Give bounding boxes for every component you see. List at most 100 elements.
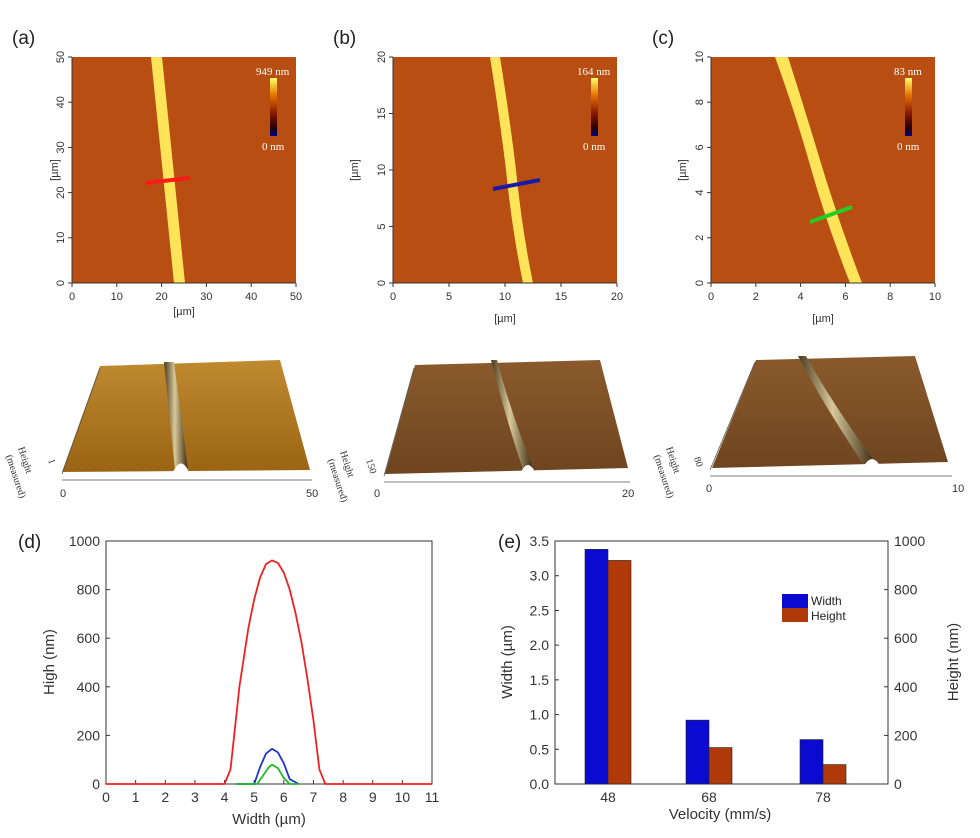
y-tick-label-e: 1.0 bbox=[530, 707, 550, 723]
scale-max-b: 164 nm bbox=[577, 66, 611, 78]
y-right-tick-label-e: 0 bbox=[894, 776, 902, 792]
bar-height-78 bbox=[822, 764, 847, 785]
surface-3d-a: 0 50 Height (measured) 1 bbox=[3, 360, 318, 500]
y-tick-label-b: 20 bbox=[376, 51, 388, 63]
chart-e: (e) 0.0 0.5 1.0 1.5 2.0 2.5 3.0 3.5 0 200 400 600 80… bbox=[498, 532, 962, 823]
x-tick-label-a: 0 bbox=[69, 291, 75, 303]
x-tick-label-d: 1 bbox=[132, 789, 140, 805]
fiber-line-b bbox=[490, 57, 533, 283]
y-tick-label-a: 30 bbox=[55, 141, 67, 153]
y-tick-label-e: 3.0 bbox=[530, 568, 550, 584]
x-tick-label-a: 10 bbox=[111, 291, 123, 303]
x-tick-label-a: 20 bbox=[155, 291, 167, 303]
y-tick-label-c: 6 bbox=[694, 144, 706, 150]
x-tick-label-d: 10 bbox=[395, 789, 411, 805]
side-axis-3d-b bbox=[383, 367, 415, 477]
bars-e bbox=[584, 549, 847, 785]
surface-3d-b: 0 20 Height (measured) 150 bbox=[325, 360, 634, 504]
y-tick-label-a: 40 bbox=[55, 96, 67, 108]
legend-label-height: Height bbox=[811, 609, 846, 623]
bar-height-68 bbox=[708, 747, 733, 785]
scale-min-c: 0 nm bbox=[897, 141, 920, 153]
ridge-3d-a bbox=[164, 362, 188, 470]
y-tick-label-e: 1.5 bbox=[530, 672, 550, 688]
side-tick-a: 1 bbox=[45, 458, 57, 466]
ridge-3d-b bbox=[491, 360, 533, 470]
ridge-end-b bbox=[521, 465, 535, 472]
y-tick-label-a: 50 bbox=[55, 51, 67, 63]
x3d-end-c: 10 bbox=[952, 483, 964, 495]
x-tick-label-c: 10 bbox=[929, 291, 941, 303]
side-axis-3d-c bbox=[709, 361, 756, 471]
x3d-start-c: 0 bbox=[706, 483, 712, 495]
y-tick-label-d: 400 bbox=[77, 679, 101, 695]
panel-b: (b) 164 nm 0 nm 0 5 10 15 20 0 5 10 15 20 [µm] [µ… bbox=[333, 28, 623, 325]
y-tick-label-d: 200 bbox=[77, 727, 101, 743]
x-tick-label-a: 40 bbox=[245, 291, 257, 303]
legend-e: Width Height bbox=[782, 594, 846, 623]
axes-a: 0 10 20 30 40 50 0 10 20 30 40 50 bbox=[55, 51, 302, 303]
colorbar-a bbox=[270, 78, 277, 136]
y-tick-label-a: 10 bbox=[55, 232, 67, 244]
profile-line-c bbox=[809, 205, 853, 224]
y-right-tick-label-e: 800 bbox=[894, 582, 918, 598]
panel-label-b: (b) bbox=[333, 28, 356, 49]
y-tick-label-c: 2 bbox=[694, 235, 706, 241]
y-unit-a: [µm] bbox=[49, 159, 61, 181]
profile-line-a bbox=[144, 176, 191, 185]
series-line-blue bbox=[236, 747, 300, 785]
x-tick-label-d: 8 bbox=[339, 789, 347, 805]
y-tick-label-a: 0 bbox=[55, 280, 67, 286]
chart-d: (d) 0 1 2 3 4 5 6 7 8 9 10 11 0 200 400 600 800 1000 Widt… bbox=[18, 532, 439, 828]
ridge-end-c bbox=[864, 459, 880, 466]
x-tick-label-d: 9 bbox=[369, 789, 377, 805]
legend-swatch-width bbox=[782, 594, 808, 608]
bar-width-68 bbox=[685, 719, 710, 785]
bar-width-78 bbox=[799, 739, 824, 785]
x-unit-a: [µm] bbox=[173, 306, 195, 318]
y-tick-label-d: 800 bbox=[77, 582, 101, 598]
plot-frame-d bbox=[105, 540, 433, 785]
ridge-3d-c bbox=[798, 356, 875, 464]
series-line-green bbox=[236, 763, 299, 785]
series-line-red bbox=[106, 559, 432, 785]
axes-c: 0 2 4 6 8 10 0 2 4 6 8 10 bbox=[694, 51, 941, 303]
x-axis-label-e: Velocity (mm/s) bbox=[669, 806, 772, 823]
x-tick-label-b: 5 bbox=[446, 291, 452, 303]
x-tick-label-c: 8 bbox=[887, 291, 893, 303]
side-tick-c: 80 bbox=[691, 456, 705, 469]
x-tick-label-c: 0 bbox=[708, 291, 714, 303]
scale-max-a: 949 nm bbox=[256, 66, 290, 78]
x-tick-label-a: 30 bbox=[200, 291, 212, 303]
panel-label-d: (d) bbox=[18, 532, 41, 553]
x-tick-label-d: 5 bbox=[250, 789, 258, 805]
y-tick-label-d: 600 bbox=[77, 630, 101, 646]
plane-3d-b bbox=[385, 360, 628, 474]
y-right-tick-label-e: 400 bbox=[894, 679, 918, 695]
scale-max-c: 83 nm bbox=[894, 66, 922, 78]
x3d-end-a: 50 bbox=[306, 488, 318, 500]
y-tick-label-b: 0 bbox=[376, 280, 388, 286]
x-tick-label-b: 15 bbox=[555, 291, 567, 303]
x-tick-label-d: 7 bbox=[310, 789, 318, 805]
y-tick-label-c: 8 bbox=[694, 99, 706, 105]
afm-image-a bbox=[72, 57, 296, 283]
x-tick-label-b: 0 bbox=[390, 291, 396, 303]
x3d-start-b: 0 bbox=[374, 488, 380, 500]
x-tick-label-c: 6 bbox=[842, 291, 848, 303]
y-tick-label-c: 0 bbox=[694, 280, 706, 286]
x-unit-c: [µm] bbox=[812, 313, 834, 325]
y-right-tick-label-e: 1000 bbox=[894, 533, 925, 549]
scale-min-a: 0 nm bbox=[262, 141, 285, 153]
axes-b: 0 5 10 15 20 0 5 10 15 20 bbox=[376, 51, 623, 303]
y-unit-c: [µm] bbox=[677, 159, 689, 181]
fiber-line-a bbox=[151, 57, 185, 283]
panel-label-a: (a) bbox=[12, 28, 35, 49]
y-tick-label-e: 0.5 bbox=[530, 741, 550, 757]
ticks-d: 0 1 2 3 4 5 6 7 8 9 10 11 0 200 400 600 800 1000 bbox=[69, 533, 440, 805]
panel-label-c: (c) bbox=[652, 28, 674, 49]
x3d-start-a: 0 bbox=[60, 488, 66, 500]
y-tick-label-e: 0.0 bbox=[530, 776, 550, 792]
x-tick-label-b: 10 bbox=[499, 291, 511, 303]
